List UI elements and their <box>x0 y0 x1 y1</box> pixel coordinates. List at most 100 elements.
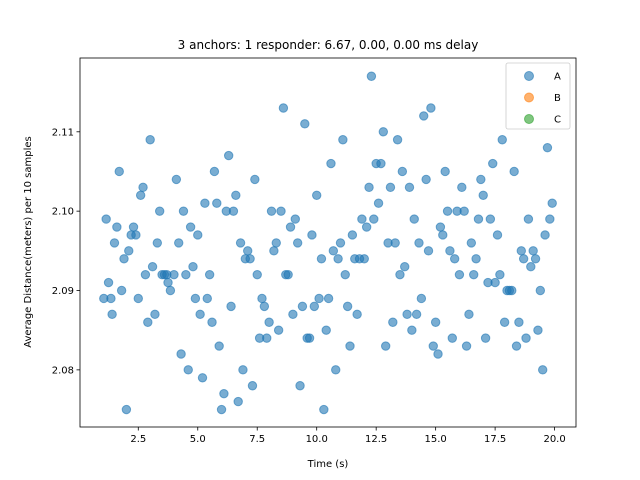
data-point <box>400 262 410 272</box>
data-point <box>202 293 212 304</box>
data-point <box>514 317 524 327</box>
data-point <box>442 206 453 216</box>
data-point <box>454 269 465 280</box>
data-point <box>101 214 111 224</box>
data-point <box>238 365 248 375</box>
data-point <box>233 396 243 407</box>
data-point <box>333 254 343 264</box>
data-point <box>528 246 538 256</box>
data-point <box>128 222 139 232</box>
data-point <box>273 325 284 335</box>
data-points <box>99 71 557 415</box>
data-point <box>347 230 358 240</box>
data-point <box>440 166 450 177</box>
data-point <box>212 198 222 208</box>
data-point <box>509 166 519 177</box>
y-tick-label: 2.11 <box>52 127 74 138</box>
data-point <box>416 293 427 304</box>
data-point <box>390 238 400 248</box>
x-axis-ticks: 2.5 5.0 7.5 10.0 12.5 15.0 17.5 20.0 <box>130 427 566 445</box>
data-point <box>169 269 179 280</box>
data-point <box>243 246 253 256</box>
data-point <box>335 238 346 248</box>
data-point <box>404 182 415 193</box>
legend-marker <box>524 114 534 124</box>
data-point <box>464 309 474 320</box>
data-point <box>116 285 127 296</box>
data-point <box>124 246 134 256</box>
data-point <box>359 254 369 264</box>
data-point <box>466 238 477 248</box>
x-tick-label: 7.5 <box>249 434 265 445</box>
data-point <box>535 285 546 296</box>
data-point <box>518 254 529 264</box>
data-point <box>171 174 182 185</box>
data-point <box>214 341 224 351</box>
y-axis-label: Average Distance(meters) per 10 samples <box>23 136 34 348</box>
data-point <box>328 246 339 256</box>
data-point <box>523 214 534 224</box>
data-point <box>114 166 124 177</box>
data-point <box>133 293 143 304</box>
data-point <box>473 214 484 224</box>
data-point <box>499 317 510 327</box>
data-point <box>507 285 517 296</box>
data-point <box>223 150 234 161</box>
data-point <box>316 254 327 264</box>
data-point <box>226 301 236 312</box>
data-point <box>209 166 220 177</box>
data-point <box>219 388 229 399</box>
legend-marker <box>524 71 534 81</box>
data-point <box>271 238 281 248</box>
data-point <box>414 238 424 248</box>
x-tick-label: 12.5 <box>365 434 387 445</box>
data-point <box>197 373 208 383</box>
data-point <box>388 317 398 327</box>
data-point <box>357 214 367 224</box>
data-point <box>147 262 158 272</box>
data-point <box>259 301 270 312</box>
data-point <box>469 269 479 280</box>
data-point <box>538 365 548 375</box>
data-point <box>516 246 526 256</box>
data-point <box>135 190 146 200</box>
data-point <box>285 222 296 232</box>
data-point <box>321 325 331 335</box>
data-point <box>533 325 543 335</box>
data-point <box>297 301 308 312</box>
data-point <box>143 317 153 327</box>
data-point <box>283 269 293 280</box>
data-point <box>340 269 350 280</box>
data-point <box>495 269 505 280</box>
x-tick-label: 10.0 <box>306 434 328 445</box>
data-point <box>497 135 507 145</box>
x-tick-label: 15.0 <box>425 434 447 445</box>
data-point <box>245 254 255 264</box>
data-point <box>438 230 448 240</box>
data-point <box>290 214 300 224</box>
data-point <box>385 182 396 193</box>
y-tick-label: 2.09 <box>52 286 74 297</box>
data-point <box>207 317 217 327</box>
x-tick-label: 20.0 <box>543 434 565 445</box>
data-point <box>307 230 317 240</box>
data-point <box>109 238 120 248</box>
data-point <box>257 293 267 304</box>
data-point <box>490 277 500 288</box>
data-point <box>530 254 541 264</box>
data-point <box>428 341 438 351</box>
data-point <box>292 238 303 248</box>
data-point <box>457 182 467 193</box>
data-point <box>461 341 472 351</box>
data-point <box>185 222 196 232</box>
plot-frame <box>79 57 577 428</box>
data-point <box>378 127 389 137</box>
data-point <box>407 325 417 335</box>
data-point <box>278 103 289 113</box>
data-point <box>295 381 305 391</box>
y-tick-label: 2.08 <box>52 365 74 376</box>
data-point <box>471 254 481 264</box>
data-point <box>174 238 184 248</box>
data-point <box>262 333 272 343</box>
data-point <box>545 214 555 224</box>
